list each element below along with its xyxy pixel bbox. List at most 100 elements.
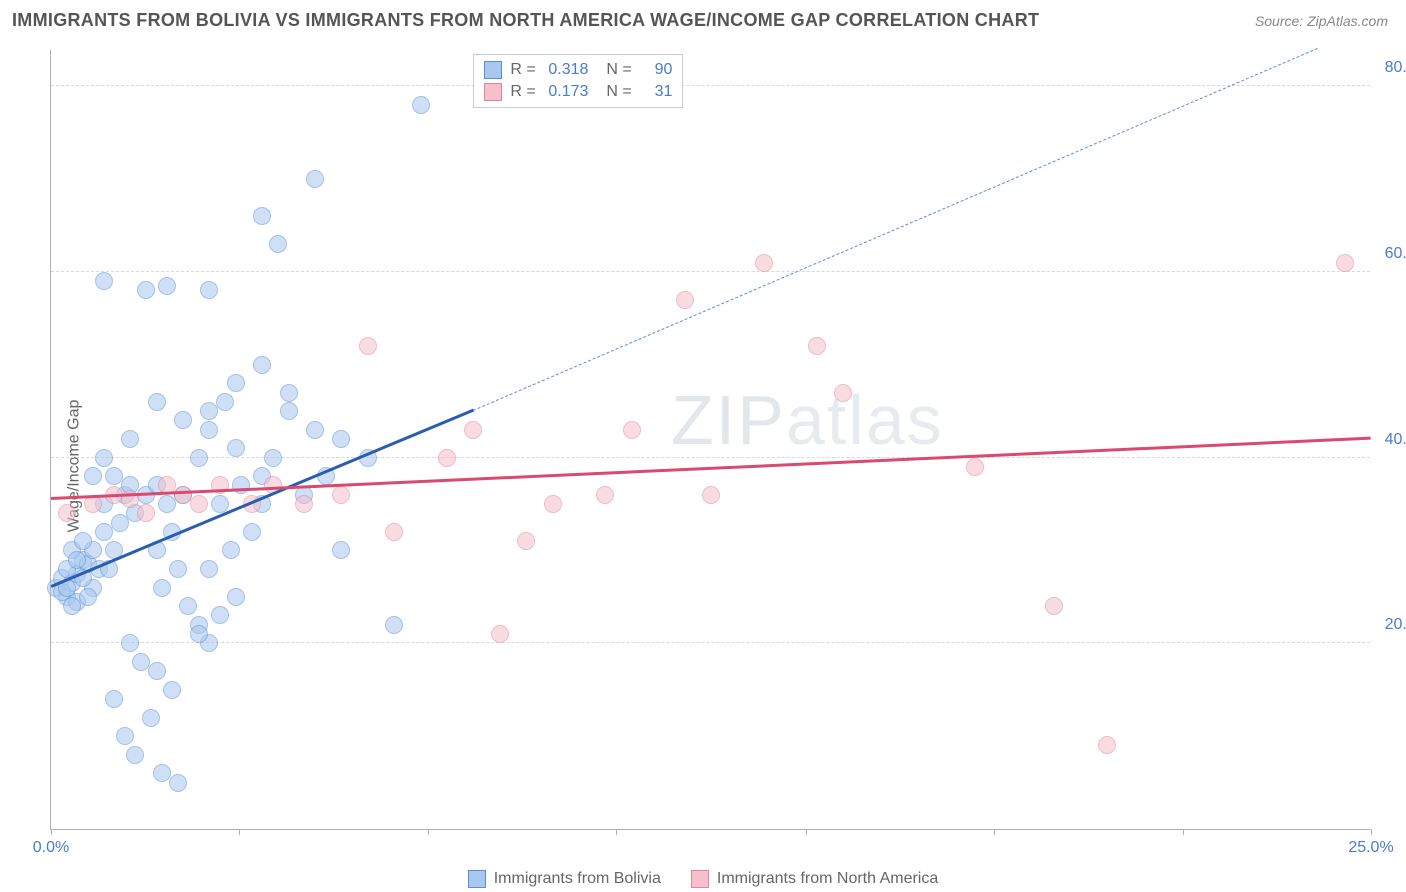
x-tick-mark bbox=[239, 829, 240, 835]
scatter-point bbox=[438, 449, 456, 467]
scatter-point bbox=[306, 421, 324, 439]
scatter-point bbox=[169, 560, 187, 578]
scatter-point bbox=[253, 356, 271, 374]
x-tick-label: 0.0% bbox=[33, 839, 69, 857]
scatter-point bbox=[966, 458, 984, 476]
scatter-point bbox=[359, 337, 377, 355]
scatter-point bbox=[158, 495, 176, 513]
legend-swatch bbox=[691, 870, 709, 888]
source-link[interactable]: ZipAtlas.com bbox=[1307, 13, 1388, 29]
x-tick-mark bbox=[51, 829, 52, 835]
n-label: N = bbox=[606, 83, 636, 101]
scatter-point bbox=[174, 411, 192, 429]
x-tick-mark bbox=[806, 829, 807, 835]
scatter-point bbox=[623, 421, 641, 439]
scatter-point bbox=[834, 384, 852, 402]
legend-bottom: Immigrants from Bolivia Immigrants from N… bbox=[0, 870, 1406, 888]
scatter-point bbox=[95, 523, 113, 541]
scatter-point bbox=[385, 523, 403, 541]
y-tick-label: 20.0% bbox=[1375, 616, 1406, 634]
legend-stats-row: R = 0.318 N = 90 bbox=[484, 59, 672, 81]
scatter-point bbox=[79, 588, 97, 606]
n-value: 90 bbox=[644, 61, 672, 79]
scatter-point bbox=[74, 532, 92, 550]
scatter-point bbox=[200, 560, 218, 578]
scatter-point bbox=[153, 579, 171, 597]
scatter-point bbox=[105, 690, 123, 708]
scatter-point bbox=[264, 449, 282, 467]
scatter-point bbox=[63, 597, 81, 615]
scatter-point bbox=[332, 486, 350, 504]
legend-label: Immigrants from Bolivia bbox=[494, 870, 661, 888]
scatter-point bbox=[163, 681, 181, 699]
scatter-point bbox=[491, 625, 509, 643]
x-tick-label: 25.0% bbox=[1348, 839, 1393, 857]
gridline bbox=[51, 457, 1370, 458]
scatter-point bbox=[148, 393, 166, 411]
gridline bbox=[51, 85, 1370, 86]
scatter-point bbox=[702, 486, 720, 504]
scatter-point bbox=[142, 709, 160, 727]
scatter-point bbox=[95, 449, 113, 467]
scatter-point bbox=[95, 272, 113, 290]
scatter-point bbox=[190, 495, 208, 513]
scatter-point bbox=[222, 541, 240, 559]
scatter-point bbox=[280, 402, 298, 420]
scatter-point bbox=[1045, 597, 1063, 615]
chart-container: Wage/Income Gap ZIPatlas 20.0%40.0%60.0%… bbox=[0, 40, 1406, 892]
scatter-point bbox=[111, 514, 129, 532]
scatter-point bbox=[808, 337, 826, 355]
scatter-point bbox=[269, 235, 287, 253]
scatter-point bbox=[464, 421, 482, 439]
scatter-point bbox=[306, 170, 324, 188]
scatter-point bbox=[158, 277, 176, 295]
scatter-point bbox=[280, 384, 298, 402]
legend-label: Immigrants from North America bbox=[717, 870, 938, 888]
plot-area: ZIPatlas 20.0%40.0%60.0%80.0%0.0%25.0%R … bbox=[50, 50, 1370, 830]
scatter-point bbox=[253, 207, 271, 225]
r-value: 0.318 bbox=[548, 61, 598, 79]
scatter-point bbox=[227, 374, 245, 392]
x-tick-mark bbox=[428, 829, 429, 835]
gridline bbox=[51, 271, 1370, 272]
scatter-point bbox=[211, 606, 229, 624]
scatter-point bbox=[1336, 254, 1354, 272]
scatter-point bbox=[190, 625, 208, 643]
scatter-point bbox=[596, 486, 614, 504]
scatter-point bbox=[148, 662, 166, 680]
scatter-point bbox=[58, 504, 76, 522]
legend-swatch bbox=[484, 61, 502, 79]
scatter-point bbox=[105, 467, 123, 485]
scatter-point bbox=[227, 588, 245, 606]
legend-stats: R =0.318N =90R =0.173N =31 bbox=[473, 54, 683, 108]
scatter-point bbox=[169, 774, 187, 792]
scatter-point bbox=[137, 281, 155, 299]
watermark: ZIPatlas bbox=[671, 380, 944, 460]
legend-swatch bbox=[468, 870, 486, 888]
scatter-point bbox=[755, 254, 773, 272]
scatter-point bbox=[121, 634, 139, 652]
scatter-point bbox=[332, 430, 350, 448]
x-tick-mark bbox=[616, 829, 617, 835]
scatter-point bbox=[121, 430, 139, 448]
legend-swatch bbox=[484, 83, 502, 101]
scatter-point bbox=[200, 402, 218, 420]
scatter-point bbox=[116, 727, 134, 745]
y-tick-label: 60.0% bbox=[1375, 245, 1406, 263]
y-tick-label: 80.0% bbox=[1375, 59, 1406, 77]
n-label: N = bbox=[606, 61, 636, 79]
y-tick-label: 40.0% bbox=[1375, 431, 1406, 449]
r-label: R = bbox=[510, 61, 540, 79]
scatter-point bbox=[332, 541, 350, 559]
scatter-point bbox=[1098, 736, 1116, 754]
scatter-point bbox=[137, 504, 155, 522]
scatter-point bbox=[243, 523, 261, 541]
scatter-point bbox=[676, 291, 694, 309]
scatter-point bbox=[412, 96, 430, 114]
scatter-point bbox=[190, 449, 208, 467]
scatter-point bbox=[126, 746, 144, 764]
scatter-point bbox=[227, 439, 245, 457]
chart-title: IMMIGRANTS FROM BOLIVIA VS IMMIGRANTS FR… bbox=[12, 10, 1039, 31]
legend-item: Immigrants from Bolivia bbox=[468, 870, 661, 888]
scatter-point bbox=[200, 281, 218, 299]
